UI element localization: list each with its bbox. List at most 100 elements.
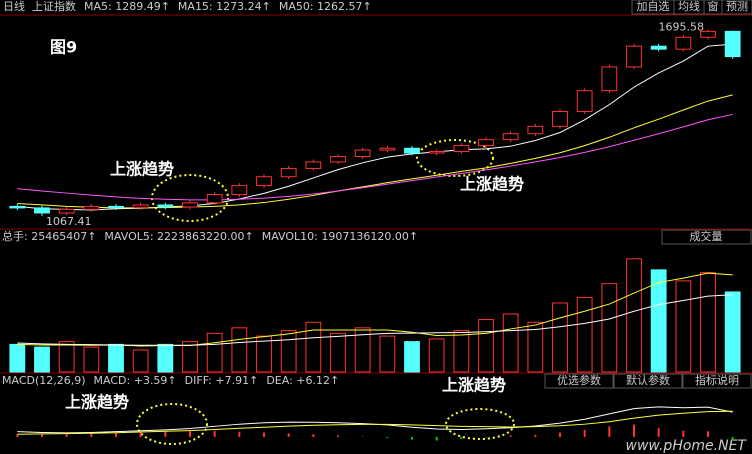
candle-body bbox=[108, 205, 124, 209]
macd-bar bbox=[287, 433, 290, 437]
volume-bar bbox=[453, 330, 470, 373]
macd-bar bbox=[707, 431, 709, 437]
volume-bar bbox=[527, 321, 544, 373]
volume-bar bbox=[83, 346, 100, 373]
volume-bar bbox=[650, 269, 667, 373]
macd-bar bbox=[189, 431, 191, 437]
toolbar-button-label[interactable]: 窗 bbox=[708, 0, 719, 13]
candle-body bbox=[527, 125, 544, 135]
volume-bar bbox=[502, 313, 519, 373]
legend-entry: MAVOL5: 2223863220.00↑ bbox=[104, 230, 253, 243]
indicator-button[interactable] bbox=[544, 373, 614, 389]
candle-body bbox=[700, 30, 716, 38]
candle-body bbox=[132, 204, 149, 209]
legend-entry: MA5: 1289.49↑ bbox=[84, 0, 170, 13]
volume-bar bbox=[576, 296, 593, 373]
candle-body bbox=[428, 151, 445, 154]
legend-entry: DEA: +6.12↑ bbox=[266, 374, 339, 387]
indicator-button-label[interactable]: 默认参数 bbox=[626, 373, 670, 387]
annotation: 上涨趋势 bbox=[460, 175, 524, 194]
candle-body bbox=[502, 133, 519, 141]
volume-bar bbox=[132, 349, 149, 373]
candle-body bbox=[354, 149, 371, 158]
mavol-line bbox=[17, 272, 733, 347]
candle-body bbox=[404, 147, 420, 154]
figure-label: 图9 bbox=[50, 38, 77, 57]
macd-bar bbox=[312, 434, 315, 437]
volume-bar bbox=[404, 341, 420, 373]
candle-body bbox=[478, 139, 494, 147]
ma-line bbox=[17, 113, 733, 201]
macd-bar bbox=[731, 436, 734, 441]
legend-entry: MA50: 1262.57↑ bbox=[279, 0, 372, 13]
macd-bar bbox=[509, 435, 512, 437]
toolbar-button-label[interactable]: 均线 bbox=[678, 0, 700, 13]
macd-bar bbox=[16, 434, 19, 437]
macd-bar bbox=[485, 436, 487, 438]
volume-bar bbox=[428, 338, 445, 373]
legend-entry: MAVOL10: 1907136120.00↑ bbox=[262, 230, 418, 243]
volume-bar bbox=[379, 335, 396, 373]
macd-bar bbox=[115, 432, 117, 437]
candle-body bbox=[231, 185, 248, 196]
candle-body bbox=[9, 205, 26, 209]
legend-entry: MACD(12,26,9) bbox=[2, 374, 86, 387]
indicator-button-label[interactable]: 指标说明 bbox=[695, 373, 739, 387]
indicator-dropdown-label[interactable]: 成交量 bbox=[690, 229, 723, 243]
macd-line bbox=[17, 410, 733, 435]
volume-bar bbox=[305, 321, 322, 373]
volume-bar bbox=[206, 332, 223, 373]
candle-body bbox=[552, 110, 568, 127]
macd-bar bbox=[460, 436, 463, 440]
volume-bar bbox=[700, 272, 716, 373]
volume-bar bbox=[280, 330, 297, 373]
volume-bar bbox=[182, 341, 198, 373]
toolbar-button-label[interactable]: 预测 bbox=[726, 0, 748, 13]
macd-bar bbox=[411, 436, 413, 440]
volume-bar bbox=[724, 291, 741, 373]
volume-bar bbox=[256, 335, 272, 373]
mavol-line bbox=[17, 294, 733, 346]
ellipse bbox=[416, 139, 494, 177]
candle-body bbox=[601, 66, 618, 92]
indicator-button[interactable] bbox=[682, 373, 752, 389]
toolbar-button[interactable] bbox=[631, 0, 675, 15]
volume-bar bbox=[552, 302, 568, 373]
candle-body bbox=[626, 45, 642, 68]
candle-body bbox=[280, 167, 297, 178]
price-label: 1695.58 bbox=[659, 21, 705, 34]
candle-body bbox=[650, 45, 667, 50]
candle-body bbox=[157, 204, 174, 208]
volume-bar bbox=[601, 283, 618, 373]
macd-bar bbox=[682, 430, 685, 437]
indicator-button-label[interactable]: 优选参数 bbox=[557, 373, 601, 387]
indicator-dropdown[interactable] bbox=[661, 229, 752, 245]
candle-body bbox=[256, 176, 272, 187]
macd-bar bbox=[41, 433, 43, 437]
volume-bar bbox=[478, 319, 494, 373]
watermark: www.pHome.NET bbox=[626, 438, 748, 454]
volume-bar bbox=[58, 341, 75, 373]
candle-body bbox=[379, 147, 396, 151]
candle-body bbox=[206, 194, 223, 204]
candle-body bbox=[576, 90, 593, 112]
candle-body bbox=[34, 207, 50, 214]
macd-bar bbox=[583, 429, 586, 437]
volume-bar bbox=[675, 280, 692, 373]
volume-bar bbox=[626, 258, 642, 373]
volume-bar bbox=[108, 343, 124, 373]
macd-bar bbox=[633, 424, 635, 437]
macd-bar bbox=[435, 436, 438, 441]
macd-bar bbox=[238, 431, 241, 437]
candle-body bbox=[83, 205, 100, 210]
candle-body bbox=[675, 36, 692, 50]
candle-body bbox=[182, 202, 198, 208]
volume-bar bbox=[34, 346, 50, 373]
ellipse bbox=[445, 408, 515, 440]
price-label: 1067.41 bbox=[46, 215, 92, 228]
macd-bar bbox=[263, 432, 265, 437]
candle-body bbox=[305, 161, 322, 169]
toolbar-button-label[interactable]: 加自选 bbox=[637, 0, 670, 13]
macd-bar bbox=[559, 432, 561, 437]
indicator-button[interactable] bbox=[613, 373, 683, 389]
